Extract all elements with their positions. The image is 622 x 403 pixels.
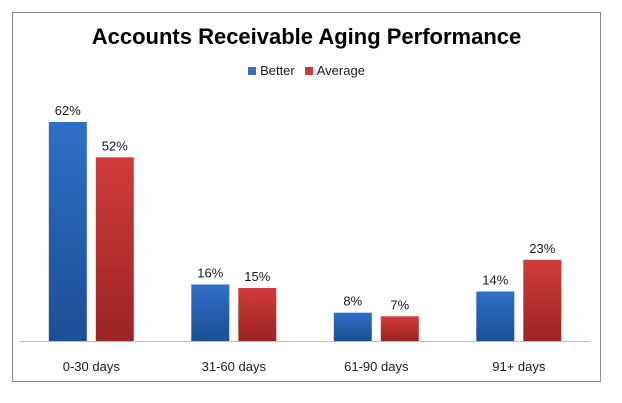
bar-average-0-30-days: [95, 157, 134, 341]
legend-label-average: Average: [316, 63, 365, 78]
legend-swatch-better: [248, 66, 257, 75]
category-label-31-60-days: 31-60 days: [202, 359, 267, 374]
legend-label-better: Better: [260, 63, 295, 78]
category-label-61-90-days: 61-90 days: [344, 359, 409, 374]
legend-item-average: Average: [304, 63, 365, 78]
data-label-average-31-60-days: 15%: [244, 269, 270, 284]
bar-average-61-90-days: [380, 316, 419, 341]
bar-average-91-days: [523, 259, 562, 341]
data-label-average-91-days: 23%: [529, 241, 555, 256]
category-label-91-days: 91+ days: [492, 359, 546, 374]
data-label-better-31-60-days: 16%: [197, 266, 223, 281]
data-label-better-61-90-days: 8%: [343, 294, 362, 309]
data-label-average-0-30-days: 52%: [102, 138, 128, 153]
bar-better-61-90-days: [333, 312, 372, 341]
category-label-0-30-days: 0-30 days: [63, 359, 121, 374]
legend-item-better: Better: [248, 63, 295, 78]
chart-title: Accounts Receivable Aging Performance: [91, 24, 522, 49]
legend: Better Average: [12, 63, 601, 78]
bar-better-31-60-days: [191, 284, 230, 341]
legend-swatch-average: [304, 66, 313, 75]
bar-average-31-60-days: [238, 288, 277, 341]
data-label-better-0-30-days: 62%: [55, 103, 81, 118]
data-label-average-61-90-days: 7%: [390, 297, 409, 312]
data-label-better-91-days: 14%: [482, 273, 508, 288]
bar-better-91-days: [476, 291, 515, 341]
bar-better-0-30-days: [48, 122, 87, 341]
